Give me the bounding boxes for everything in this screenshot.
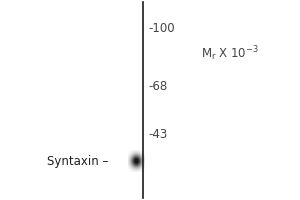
Text: -43: -43 [148, 128, 168, 140]
Text: -100: -100 [148, 21, 175, 34]
Text: -68: -68 [148, 80, 168, 92]
Text: Syntaxin –: Syntaxin – [47, 154, 109, 168]
Text: $\mathregular{M_r}$ X 10$^{-3}$: $\mathregular{M_r}$ X 10$^{-3}$ [201, 45, 259, 63]
